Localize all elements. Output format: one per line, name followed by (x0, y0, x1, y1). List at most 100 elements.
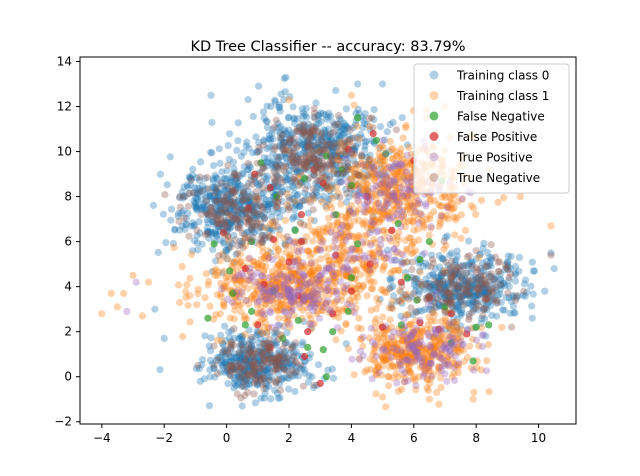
data-point (176, 226, 184, 234)
data-point (235, 380, 243, 389)
data-point (201, 191, 209, 199)
data-point (258, 367, 266, 375)
data-point (296, 364, 304, 372)
data-point (255, 202, 263, 210)
data-point (475, 284, 483, 292)
data-point (257, 357, 265, 365)
data-point (486, 259, 494, 268)
data-point (292, 358, 300, 366)
data-point (497, 280, 505, 288)
data-point (226, 130, 234, 138)
data-point (395, 200, 403, 208)
data-point (440, 284, 448, 292)
data-point (454, 286, 462, 294)
data-point (425, 238, 433, 246)
data-point (223, 175, 231, 183)
data-point (249, 369, 257, 377)
data-point (398, 299, 406, 307)
data-point (252, 371, 260, 379)
legend-label: False Positive (457, 130, 537, 144)
data-point (248, 191, 256, 199)
data-point (468, 302, 476, 310)
data-point (418, 354, 426, 362)
data-point (278, 364, 287, 372)
data-point (357, 285, 365, 293)
data-point (230, 384, 238, 392)
data-point (264, 203, 272, 211)
data-point (328, 365, 336, 373)
data-point (491, 273, 499, 281)
data-point (480, 239, 488, 247)
data-point (438, 290, 447, 298)
data-point (479, 259, 487, 267)
data-point (266, 368, 274, 376)
data-point (408, 265, 416, 274)
data-point (447, 300, 455, 308)
legend-label: Training class 1 (456, 89, 549, 103)
data-point (277, 355, 285, 363)
data-point (274, 370, 283, 378)
data-point (314, 228, 322, 236)
data-point (261, 374, 269, 382)
data-point (193, 239, 202, 247)
data-point (497, 275, 505, 283)
data-point (281, 216, 290, 224)
data-point (245, 340, 253, 348)
data-point (529, 267, 537, 275)
data-point (207, 148, 215, 157)
data-point (244, 355, 252, 363)
data-point (239, 188, 248, 196)
data-point (287, 362, 295, 370)
data-point (433, 303, 441, 311)
data-point (529, 290, 537, 298)
data-point (267, 395, 275, 403)
data-point (255, 367, 263, 375)
data-point (451, 285, 459, 293)
data-point (399, 251, 407, 259)
data-point (219, 348, 227, 356)
data-point (287, 344, 295, 352)
data-point (477, 196, 486, 204)
data-point (437, 272, 445, 280)
data-point (425, 280, 433, 288)
data-point (297, 161, 305, 169)
data-point (259, 368, 268, 377)
data-point (224, 161, 232, 169)
data-point (445, 296, 453, 305)
data-point (191, 203, 199, 211)
data-point (225, 328, 233, 336)
data-point (401, 322, 409, 330)
data-point (446, 326, 454, 334)
data-point (240, 370, 248, 378)
data-point (472, 247, 480, 255)
data-point (221, 347, 229, 355)
data-point (272, 143, 280, 151)
data-point (253, 298, 261, 306)
data-point (254, 373, 262, 381)
data-point (382, 403, 390, 411)
data-point (294, 316, 302, 324)
data-point (504, 266, 512, 274)
data-point (430, 284, 438, 292)
data-point (250, 352, 258, 360)
data-point (507, 252, 515, 261)
data-point (274, 223, 282, 231)
data-point (462, 275, 470, 284)
data-point (422, 202, 430, 210)
data-point (283, 233, 291, 241)
data-point (263, 175, 271, 183)
data-point (254, 381, 262, 389)
data-point (308, 373, 316, 381)
data-point (230, 364, 238, 372)
data-point (464, 278, 472, 286)
data-point (478, 279, 486, 287)
data-point (240, 346, 248, 354)
data-point (255, 339, 263, 347)
data-point (262, 384, 270, 392)
data-point (234, 249, 242, 257)
data-point (230, 231, 238, 239)
data-point (204, 281, 212, 289)
data-point (214, 212, 222, 220)
data-point (227, 190, 235, 198)
data-point (485, 321, 493, 329)
